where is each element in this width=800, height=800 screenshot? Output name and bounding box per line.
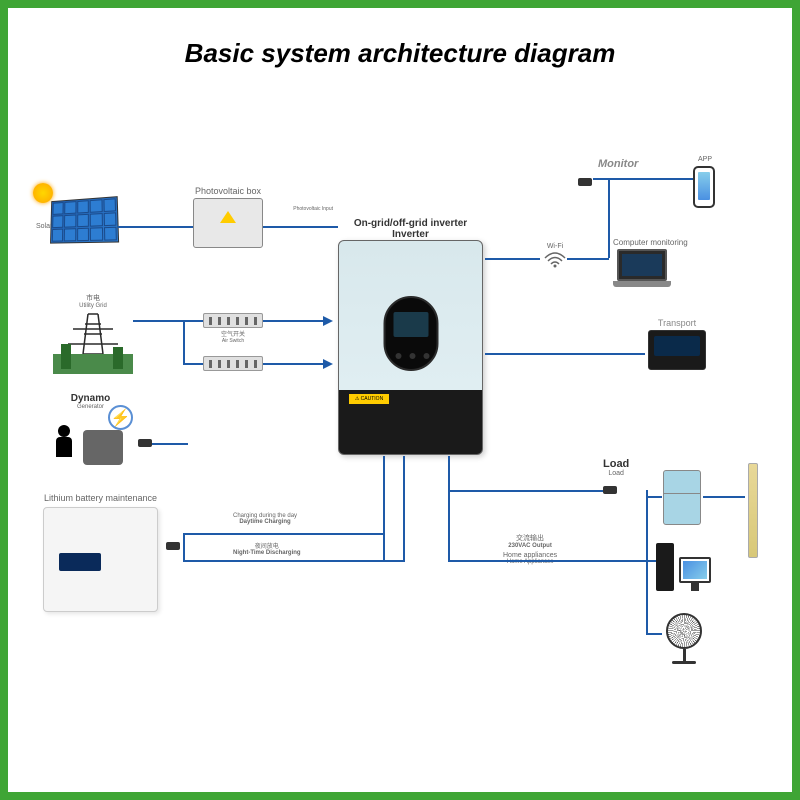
line-inv-load-v bbox=[448, 456, 450, 561]
transport: Transport bbox=[648, 318, 706, 370]
sun-icon bbox=[33, 183, 53, 203]
line-to-desktop bbox=[646, 560, 656, 562]
computer-monitoring: Computer monitoring bbox=[613, 238, 688, 291]
line-inv-down2 bbox=[403, 456, 405, 561]
dynamo-label: Dynamo bbox=[53, 393, 128, 404]
load-sublabel: Load bbox=[603, 470, 629, 477]
air-switch-1: 空气开关 Air Switch bbox=[203, 313, 263, 344]
phone-icon bbox=[693, 166, 715, 208]
pvbox-sublabel: Photovoltaic Input bbox=[293, 206, 333, 212]
arrow-icon bbox=[323, 316, 333, 326]
night-charge-labels: 夜间放电 Night-Time Discharging bbox=[233, 541, 301, 556]
line-inv-wifi bbox=[485, 258, 540, 260]
wifi-icon bbox=[543, 250, 567, 268]
inverter-label-top: On-grid/off-grid inverter bbox=[338, 218, 483, 229]
line-grid-switch bbox=[133, 320, 203, 322]
line-mon-phone bbox=[593, 178, 693, 180]
diagram-container: Basic system architecture diagram Solar … bbox=[0, 0, 800, 800]
line-load-h bbox=[448, 490, 603, 492]
wifi-label: Wi-Fi bbox=[543, 243, 567, 250]
computer-label: Computer monitoring bbox=[613, 238, 688, 247]
page-title: Basic system architecture diagram bbox=[185, 38, 616, 69]
line-switch-inv2 bbox=[263, 363, 323, 365]
transport-device-icon bbox=[648, 330, 706, 370]
fan-icon bbox=[663, 613, 705, 663]
load-label: Load bbox=[603, 458, 629, 470]
line-switch-v bbox=[183, 320, 185, 363]
line-to-bar bbox=[703, 496, 745, 498]
switch-label-en: Air Switch bbox=[203, 338, 263, 344]
plug-icon bbox=[138, 439, 152, 447]
line-appl-v bbox=[646, 490, 648, 635]
line-bat-night bbox=[183, 560, 405, 562]
line-bat-v bbox=[183, 533, 185, 560]
fridge-icon bbox=[663, 470, 701, 525]
plug-icon bbox=[603, 486, 617, 494]
line-solar-pv bbox=[118, 226, 193, 228]
fridge bbox=[663, 470, 701, 525]
line-inv-transport bbox=[485, 353, 645, 355]
desktop-icon bbox=[656, 543, 711, 591]
generator: Dynamo Generator ⚡ bbox=[53, 393, 128, 465]
line-inv-down1 bbox=[383, 456, 385, 561]
utility-grid: 市电 Utility Grid bbox=[53, 293, 133, 374]
wifi: Wi-Fi bbox=[543, 243, 567, 273]
grid-label-cn: 市电 bbox=[53, 293, 133, 303]
transport-label: Transport bbox=[648, 318, 706, 328]
battery-label: Lithium battery maintenance bbox=[43, 493, 158, 503]
line-pv-inverter bbox=[263, 226, 338, 228]
load-section: Load Load bbox=[603, 458, 629, 477]
diagram-area: Solar panel Photovoltaic box Photovoltai… bbox=[8, 98, 792, 792]
line-switch-h bbox=[183, 363, 203, 365]
desktop bbox=[656, 543, 711, 591]
line-bat-day bbox=[183, 533, 383, 535]
home-cn: Home appliances bbox=[503, 552, 557, 559]
line-mon-v bbox=[608, 178, 610, 258]
inverter: On-grid/off-grid inverter Inverter ⚠ CAU… bbox=[338, 218, 483, 455]
fan bbox=[663, 613, 705, 663]
pvbox-label: Photovoltaic box bbox=[193, 186, 263, 196]
output-en: 230VAC Output bbox=[503, 543, 557, 549]
line-output-h bbox=[448, 560, 648, 562]
solar-panel: Solar panel bbox=[48, 203, 118, 243]
inverter-label-sub: Inverter bbox=[338, 229, 483, 240]
plug-icon bbox=[166, 542, 180, 550]
plug-icon bbox=[578, 178, 592, 186]
tower-icon bbox=[53, 309, 133, 374]
line-switch-inv1 bbox=[263, 320, 323, 322]
line-to-fridge bbox=[646, 496, 662, 498]
battery: Lithium battery maintenance bbox=[43, 493, 158, 612]
output-cn: 交流输出 bbox=[503, 533, 557, 543]
laptop-icon bbox=[613, 249, 671, 291]
line-to-fan bbox=[646, 633, 662, 635]
monitor-label: Monitor bbox=[598, 158, 638, 170]
heater-bar bbox=[748, 463, 758, 558]
switch-label-cn: 空气开关 bbox=[203, 329, 263, 338]
bolt-icon: ⚡ bbox=[108, 405, 133, 430]
arrow-icon bbox=[323, 359, 333, 369]
pv-box: Photovoltaic box Photovoltaic Input bbox=[193, 186, 263, 248]
air-switch-2 bbox=[203, 356, 263, 371]
day-charge-labels: Charging during the day Daytime Charging bbox=[233, 513, 297, 525]
app-label: APP bbox=[698, 156, 712, 163]
line-wifi-laptop bbox=[567, 258, 609, 260]
